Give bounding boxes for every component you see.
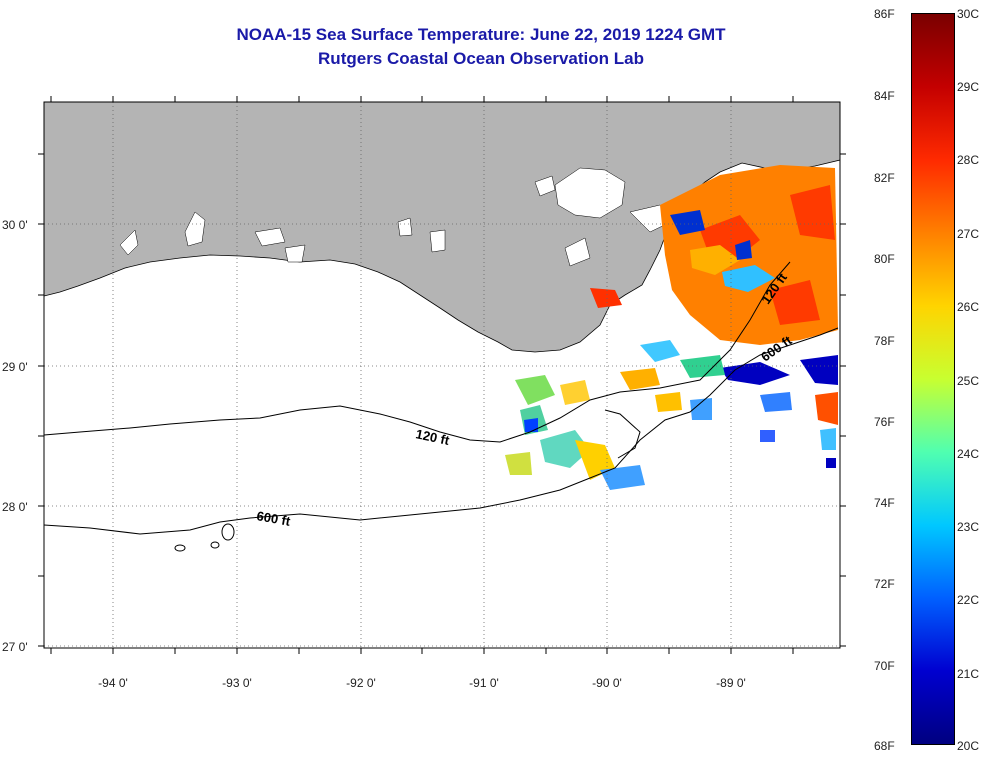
colorbar-c-label: 21C xyxy=(957,667,980,681)
colorbar-c-label: 22C xyxy=(957,593,980,607)
colorbar-f-label: 74F xyxy=(874,496,895,510)
lon-label-93: -93 0' xyxy=(222,676,252,690)
colorbar-c-label: 25C xyxy=(957,374,980,388)
temperature-colorbar xyxy=(911,13,955,745)
colorbar-f-label: 72F xyxy=(874,577,895,591)
colorbar-c-label: 26C xyxy=(957,300,980,314)
colorbar-f-label: 68F xyxy=(874,739,895,753)
contour-label-600ft-west: 600 ft xyxy=(255,508,292,529)
lon-label-94: -94 0' xyxy=(98,676,128,690)
colorbar-c-label: 27C xyxy=(957,227,980,241)
map-title: NOAA-15 Sea Surface Temperature: June 22… xyxy=(236,25,726,44)
colorbar-c-label: 28C xyxy=(957,153,980,167)
land-mass xyxy=(43,101,841,353)
lon-label-92: -92 0' xyxy=(346,676,376,690)
depth-contours xyxy=(43,261,839,552)
colorbar-f-label: 84F xyxy=(874,89,895,103)
colorbar-c-label: 29C xyxy=(957,80,980,94)
axis-ticks xyxy=(38,96,846,654)
sst-data xyxy=(505,165,838,490)
map-subtitle: Rutgers Coastal Ocean Observation Lab xyxy=(318,49,644,68)
colorbar-f-label: 70F xyxy=(874,659,895,673)
lon-label-90: -90 0' xyxy=(592,676,622,690)
grid-lines xyxy=(44,102,840,648)
lat-label-27: 27 0' xyxy=(2,640,28,654)
colorbar-f-label: 76F xyxy=(874,415,895,429)
lat-label-29: 29 0' xyxy=(2,360,28,374)
contour-label-120ft-west: 120 ft xyxy=(414,426,451,448)
colorbar-c-label: 20C xyxy=(957,739,980,753)
colorbar-c-label: 30C xyxy=(957,7,980,21)
lat-label-30: 30 0' xyxy=(2,218,28,232)
colorbar-c-label: 24C xyxy=(957,447,980,461)
map-frame xyxy=(43,101,841,649)
colorbar-c-label: 23C xyxy=(957,520,980,534)
colorbar-f-label: 82F xyxy=(874,171,895,185)
colorbar-f-label: 78F xyxy=(874,334,895,348)
lakes xyxy=(119,167,676,267)
lon-label-91: -91 0' xyxy=(469,676,499,690)
lon-label-89: -89 0' xyxy=(716,676,746,690)
lat-label-28: 28 0' xyxy=(2,500,28,514)
colorbar-f-label: 86F xyxy=(874,7,895,21)
colorbar-f-label: 80F xyxy=(874,252,895,266)
